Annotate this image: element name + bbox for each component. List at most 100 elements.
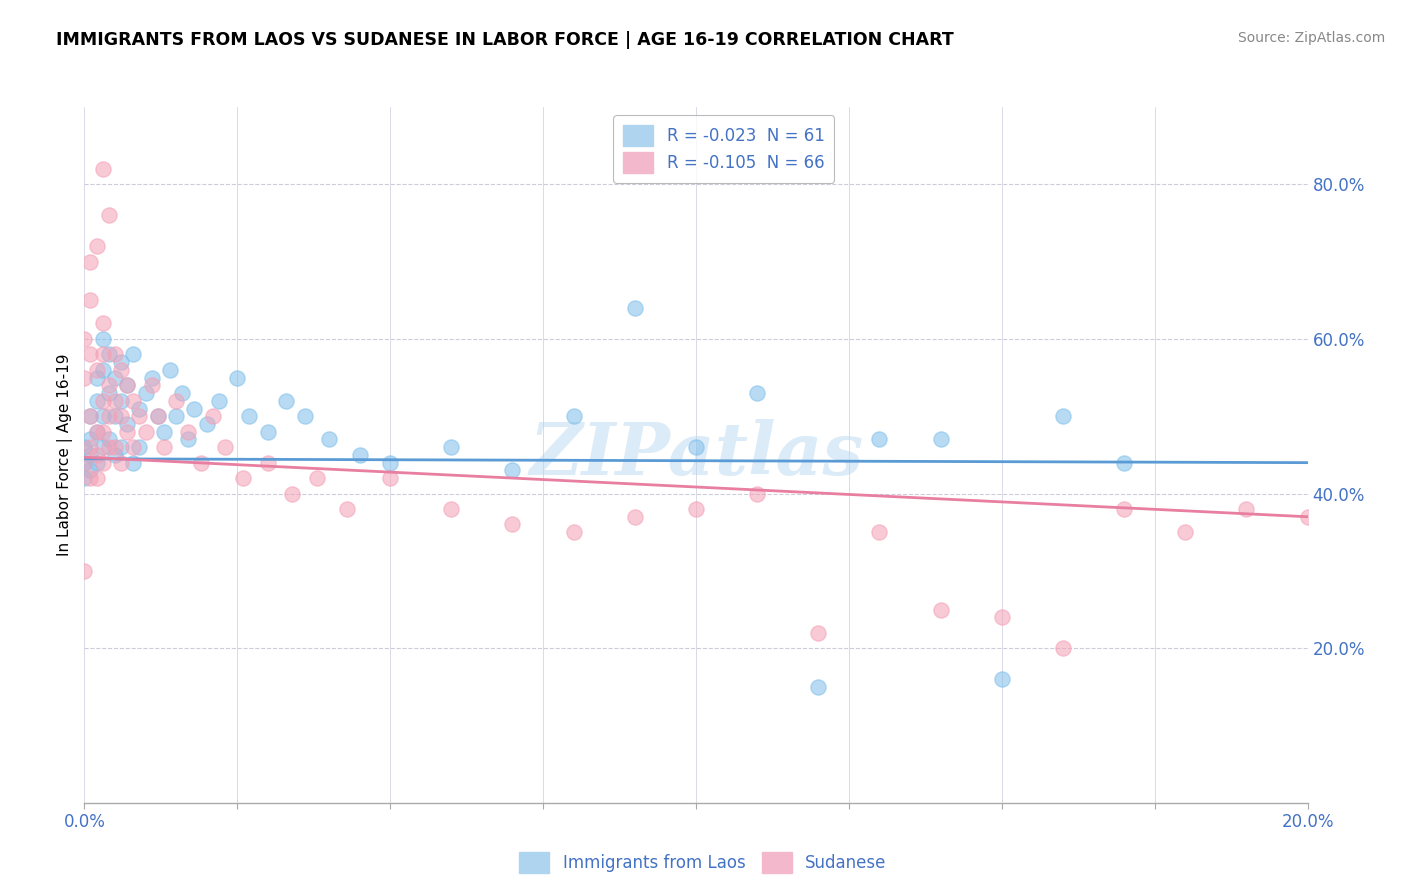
Point	[238, 409, 260, 424]
Point	[747, 386, 769, 401]
Point	[201, 409, 224, 424]
Point	[807, 680, 830, 694]
Point	[91, 393, 114, 408]
Point	[141, 370, 163, 384]
Legend: Immigrants from Laos, Sudanese: Immigrants from Laos, Sudanese	[513, 846, 893, 880]
Point	[991, 672, 1014, 686]
Point	[97, 378, 120, 392]
Point	[624, 509, 647, 524]
Point	[104, 370, 127, 384]
Point	[135, 425, 157, 439]
Point	[86, 239, 108, 253]
Point	[79, 409, 101, 424]
Point	[79, 471, 101, 485]
Point	[991, 610, 1014, 624]
Text: Source: ZipAtlas.com: Source: ZipAtlas.com	[1237, 31, 1385, 45]
Point	[91, 332, 114, 346]
Point	[747, 486, 769, 500]
Point	[86, 393, 108, 408]
Point	[79, 448, 101, 462]
Point	[869, 525, 891, 540]
Point	[91, 317, 114, 331]
Point	[97, 386, 120, 401]
Point	[110, 440, 132, 454]
Point	[177, 433, 200, 447]
Point	[104, 448, 127, 462]
Point	[929, 433, 952, 447]
Point	[146, 409, 169, 424]
Point	[110, 393, 132, 408]
Point	[79, 440, 101, 454]
Point	[159, 363, 181, 377]
Point	[440, 502, 463, 516]
Point	[86, 425, 108, 439]
Point	[110, 355, 132, 369]
Point	[226, 370, 249, 384]
Point	[135, 386, 157, 401]
Point	[128, 401, 150, 416]
Point	[73, 456, 96, 470]
Point	[562, 409, 585, 424]
Point	[281, 486, 304, 500]
Point	[110, 456, 132, 470]
Point	[86, 425, 108, 439]
Point	[115, 417, 138, 431]
Point	[1296, 509, 1319, 524]
Point	[86, 448, 108, 462]
Point	[153, 425, 176, 439]
Point	[336, 502, 359, 516]
Point	[91, 440, 114, 454]
Point	[79, 254, 101, 268]
Point	[79, 463, 101, 477]
Point	[257, 425, 280, 439]
Point	[276, 393, 298, 408]
Point	[380, 456, 402, 470]
Point	[73, 564, 96, 578]
Point	[104, 440, 127, 454]
Point	[502, 463, 524, 477]
Text: IMMIGRANTS FROM LAOS VS SUDANESE IN LABOR FORCE | AGE 16-19 CORRELATION CHART: IMMIGRANTS FROM LAOS VS SUDANESE IN LABO…	[56, 31, 955, 49]
Y-axis label: In Labor Force | Age 16-19: In Labor Force | Age 16-19	[58, 353, 73, 557]
Point	[91, 456, 114, 470]
Point	[91, 161, 114, 176]
Point	[91, 409, 114, 424]
Point	[1174, 525, 1197, 540]
Point	[177, 425, 200, 439]
Point	[1052, 409, 1074, 424]
Point	[232, 471, 254, 485]
Point	[146, 409, 169, 424]
Point	[1114, 502, 1136, 516]
Point	[86, 456, 108, 470]
Point	[195, 417, 218, 431]
Point	[91, 347, 114, 361]
Point	[73, 370, 96, 384]
Point	[86, 471, 108, 485]
Point	[79, 409, 101, 424]
Point	[257, 456, 280, 470]
Point	[97, 433, 120, 447]
Text: ZIPatlas: ZIPatlas	[529, 419, 863, 491]
Point	[1052, 641, 1074, 656]
Point	[122, 456, 145, 470]
Point	[153, 440, 176, 454]
Point	[208, 393, 231, 408]
Point	[380, 471, 402, 485]
Point	[86, 363, 108, 377]
Point	[1236, 502, 1258, 516]
Point	[122, 347, 145, 361]
Point	[97, 440, 120, 454]
Point	[115, 378, 138, 392]
Point	[294, 409, 316, 424]
Point	[97, 409, 120, 424]
Point	[104, 409, 127, 424]
Point	[869, 433, 891, 447]
Point	[91, 425, 114, 439]
Point	[122, 393, 145, 408]
Point	[172, 386, 194, 401]
Point	[110, 409, 132, 424]
Point	[214, 440, 236, 454]
Point	[624, 301, 647, 315]
Point	[305, 471, 328, 485]
Legend: R = -0.023  N = 61, R = -0.105  N = 66: R = -0.023 N = 61, R = -0.105 N = 66	[613, 115, 834, 183]
Point	[165, 393, 187, 408]
